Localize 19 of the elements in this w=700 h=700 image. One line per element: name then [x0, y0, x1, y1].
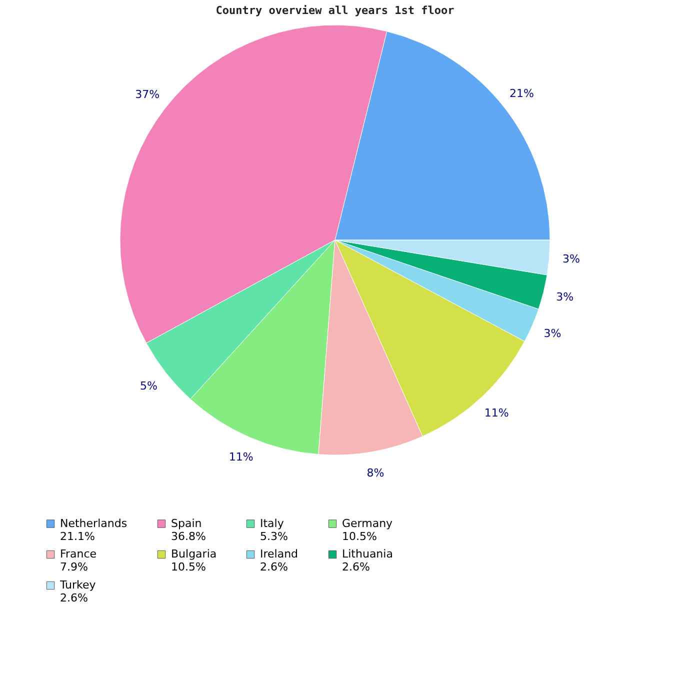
data-label: 5% [140, 380, 158, 393]
data-label: 11% [228, 450, 254, 464]
data-label: 37% [135, 88, 160, 102]
data-label: 3% [562, 252, 580, 266]
legend-label: Italy 5.3% [260, 516, 288, 543]
legend-label: Germany 10.5% [342, 516, 394, 543]
legend-label: Spain 36.8% [171, 516, 206, 543]
data-label: 3% [556, 290, 574, 304]
legend-label: Turkey 2.6% [59, 578, 96, 604]
data-label: 3% [544, 327, 562, 340]
legend-label: Netherlands 21.1% [60, 516, 128, 543]
legend-label: Ireland 2.6% [260, 548, 298, 574]
data-label: 11% [484, 406, 509, 420]
data-label: 21% [509, 87, 534, 100]
chart-title: Country overview all years 1st floor [216, 4, 455, 17]
legend-label: Lithuania 2.6% [342, 548, 393, 574]
data-label: 8% [366, 466, 384, 480]
legend-label: Bulgaria 10.5% [171, 548, 217, 574]
legend-label: France 7.9% [60, 548, 97, 574]
